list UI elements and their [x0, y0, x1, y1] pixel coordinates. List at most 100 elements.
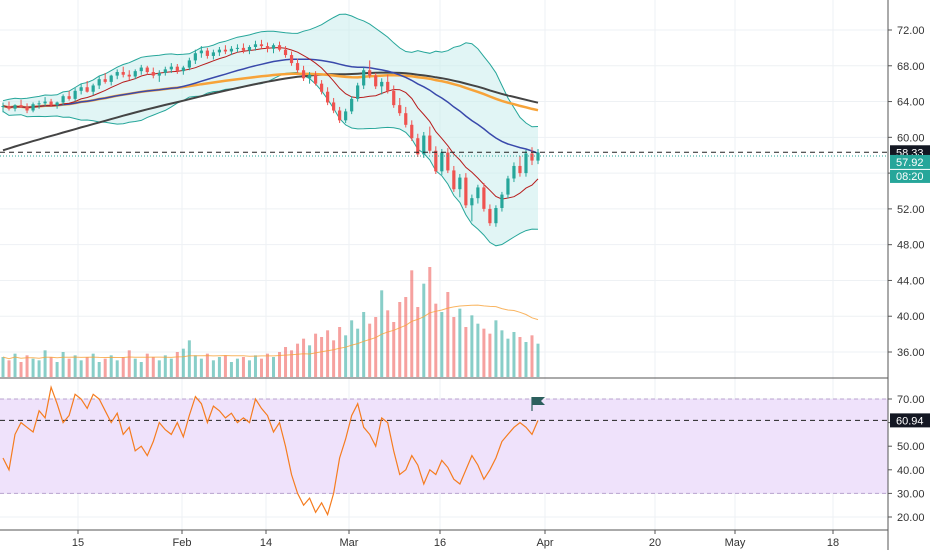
- candle-body: [175, 66, 179, 72]
- candle-body: [145, 67, 149, 73]
- candle-body: [37, 103, 41, 105]
- candle-body: [307, 74, 312, 79]
- volume-bar: [37, 360, 41, 377]
- candle-body: [500, 194, 504, 208]
- candle-body: [109, 75, 113, 82]
- time-tick-label: 20: [649, 537, 661, 549]
- time-tick-label: Feb: [173, 537, 192, 549]
- time-tick-label: 16: [434, 537, 446, 549]
- volume-bar: [43, 350, 47, 377]
- time-tick-label: Mar: [340, 537, 359, 549]
- volume-bar: [476, 323, 480, 377]
- candle-body: [313, 74, 318, 84]
- countdown-label-background: [890, 168, 930, 183]
- volume-bar: [404, 297, 408, 377]
- volume-bar: [115, 360, 119, 377]
- volume-bar: [344, 335, 348, 377]
- volume-bar: [217, 357, 221, 377]
- candle-body: [217, 49, 222, 53]
- candle-body: [49, 101, 53, 106]
- candle-body: [416, 138, 420, 155]
- candle-body: [410, 124, 414, 139]
- candle-body: [133, 71, 137, 77]
- volume-bar: [410, 270, 414, 377]
- volume-bar: [55, 362, 59, 377]
- candle-body: [338, 110, 342, 121]
- candle-body: [380, 81, 384, 87]
- candle-body: [476, 187, 480, 199]
- moving-average-9-line: [2, 47, 539, 200]
- candle-body: [91, 85, 95, 92]
- candle-body: [428, 135, 432, 151]
- volume-bar: [49, 357, 53, 377]
- candle-body: [392, 90, 396, 106]
- candle-body: [362, 70, 366, 86]
- candle-body: [289, 55, 294, 64]
- price-tick-label: 40.00: [897, 311, 925, 323]
- candle-body: [253, 44, 258, 47]
- volume-bar: [494, 320, 498, 377]
- candle-body: [115, 72, 119, 76]
- label-separator: [890, 168, 930, 170]
- price-candles[interactable]: [1, 39, 540, 227]
- volume-bar: [223, 355, 227, 377]
- candle-body: [139, 67, 143, 72]
- candle-body: [271, 45, 276, 49]
- candle-body: [1, 106, 5, 108]
- candle-body: [211, 52, 215, 56]
- candle-body: [512, 165, 516, 179]
- candle-body: [452, 170, 456, 190]
- rsi-panel[interactable]: [0, 377, 888, 517]
- countdown-label: 08:20: [896, 171, 924, 183]
- price-tick-label: 44.00: [897, 275, 925, 287]
- volume-bar: [374, 317, 378, 377]
- volume-bar: [284, 347, 288, 377]
- volume-bar: [103, 358, 107, 377]
- candle-body: [55, 102, 59, 106]
- candle-body: [61, 96, 65, 103]
- volume-bar: [109, 355, 113, 377]
- candle-body: [326, 91, 330, 103]
- candle-body: [494, 207, 498, 224]
- volume-bar: [253, 355, 257, 377]
- volume-bar: [79, 360, 83, 377]
- time-tick-label: May: [725, 537, 746, 549]
- candle-body: [13, 105, 17, 109]
- rsi-band: [0, 399, 888, 494]
- candle-body: [229, 48, 234, 52]
- volume-bar: [61, 352, 65, 377]
- volume-bar: [139, 362, 143, 377]
- volume-bar: [193, 355, 197, 377]
- volume-bar: [368, 323, 372, 377]
- price-tick-label: 64.00: [897, 97, 925, 109]
- volume-bar: [308, 345, 312, 377]
- candle-body: [446, 152, 450, 171]
- time-tick-label: Apr: [536, 537, 553, 549]
- candle-body: [344, 111, 348, 121]
- moving-averages: [2, 47, 539, 200]
- volume-bar: [1, 357, 5, 377]
- moving-average-200-line: [2, 71, 539, 152]
- candle-body: [332, 102, 336, 111]
- volume-bar: [512, 332, 516, 377]
- volume-bar: [416, 307, 420, 377]
- volume-bar: [386, 310, 390, 377]
- volume-bar: [422, 283, 426, 377]
- volume-bars: [1, 267, 540, 377]
- rsi-current-value-label: 60.94: [896, 415, 924, 427]
- volume-bar: [163, 355, 167, 377]
- candle-body: [25, 106, 29, 111]
- volume-bar: [169, 358, 173, 377]
- candle-body: [518, 165, 522, 174]
- candle-body: [241, 47, 246, 51]
- volume-bar: [91, 353, 95, 377]
- volume-bar: [488, 333, 492, 377]
- volume-bar: [181, 348, 185, 377]
- candle-body: [458, 177, 462, 190]
- volume-bar: [320, 337, 324, 377]
- candle-body: [368, 70, 372, 76]
- candle-body: [283, 49, 288, 56]
- volume-bar: [536, 343, 540, 377]
